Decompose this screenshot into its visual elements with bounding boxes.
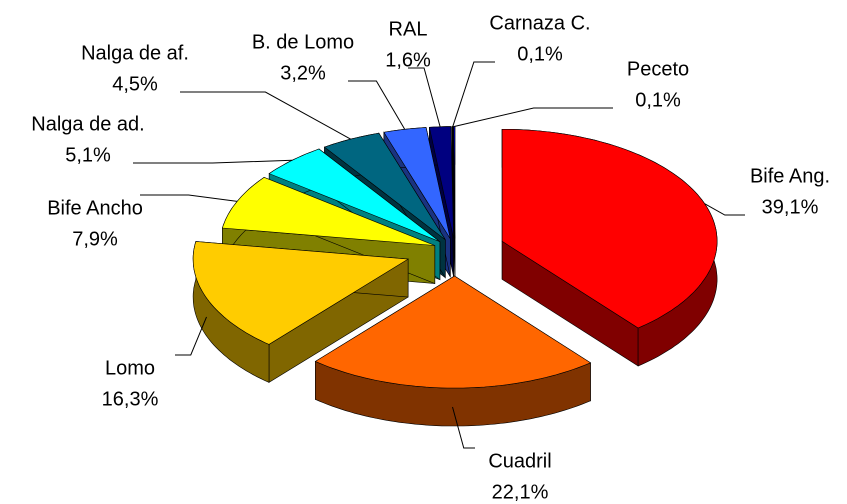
leader-line [133, 159, 293, 164]
leader-line [180, 91, 351, 140]
slice [314, 275, 592, 389]
slice-label: Nalga de af. [81, 42, 189, 64]
slice [383, 127, 451, 239]
value-label: 5,1% [65, 144, 111, 166]
slice [268, 148, 441, 242]
value-label: 22,1% [492, 481, 549, 503]
slice-label: Lomo [105, 357, 155, 379]
leader-line [454, 107, 613, 128]
slice-label: Peceto [627, 58, 689, 80]
value-label: 7,9% [72, 228, 118, 250]
value-label: 1,6% [385, 49, 431, 71]
slice-label: Bife Ancho [47, 197, 143, 219]
leader-line [140, 194, 238, 202]
leader-line [452, 61, 495, 127]
slice-label: Bife Ang. [750, 165, 830, 187]
slice [501, 129, 718, 329]
value-label: 4,5% [112, 73, 158, 95]
slice [192, 241, 410, 345]
slice-label: Nalga de ad. [31, 113, 144, 135]
slice [429, 126, 454, 239]
slice-group [314, 275, 592, 427]
leader-line [704, 203, 745, 216]
leader-line [348, 80, 406, 130]
value-label: 0,1% [517, 43, 563, 65]
slice-label: Cuadril [488, 450, 551, 472]
value-label: 0,1% [635, 89, 681, 111]
value-label: 3,2% [280, 62, 326, 84]
leader-line [175, 316, 207, 356]
leader-line [408, 67, 441, 127]
leader-line [452, 406, 475, 449]
slice-label: B. de Lomo [252, 31, 354, 53]
slice-label: Carnaza C. [489, 12, 590, 34]
slice-group [501, 129, 718, 367]
slice-label: RAL [389, 18, 428, 40]
value-label: 39,1% [762, 196, 819, 218]
value-label: 16,3% [102, 388, 159, 410]
slice-group [192, 241, 410, 383]
